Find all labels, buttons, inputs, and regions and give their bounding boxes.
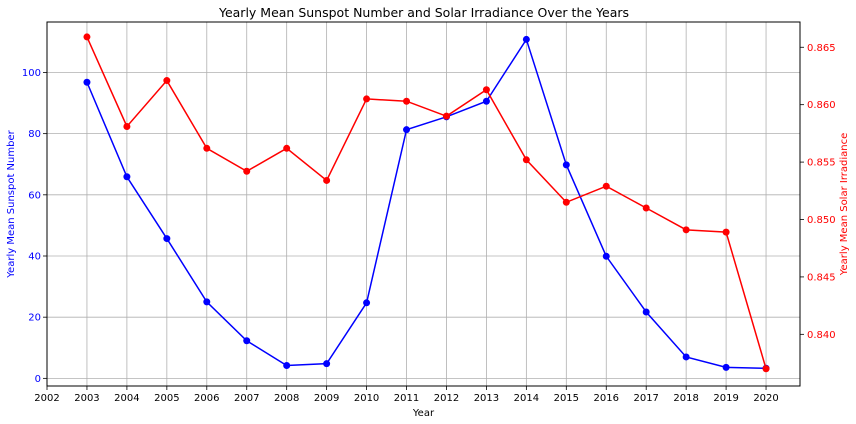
data-point-left — [203, 298, 211, 306]
data-point-right — [283, 144, 291, 152]
x-tick-label: 2018 — [673, 393, 698, 404]
data-point-right — [163, 77, 171, 85]
left-tick-label: 60 — [28, 190, 41, 201]
x-axis-label: Year — [412, 408, 435, 419]
left-tick-label: 20 — [28, 313, 41, 324]
right-axis-ticks: 0.840 0.845 0.850 0.855 0.860 0.865 — [800, 43, 836, 341]
right-tick-label: 0.845 — [807, 272, 836, 283]
x-tick-label: 2004 — [114, 393, 139, 404]
x-tick-label: 2019 — [713, 393, 738, 404]
x-tick-label: 2015 — [554, 393, 579, 404]
x-axis-ticks: 2002 2003 2004 2005 2006 2007 2008 2009 2010 2011… — [34, 386, 779, 404]
data-point-right — [562, 198, 570, 206]
grid-lines — [46, 22, 800, 386]
data-point-left — [123, 173, 131, 181]
x-tick-label: 2014 — [514, 393, 539, 404]
right-tick-label: 0.850 — [807, 215, 836, 226]
x-tick-label: 2017 — [633, 393, 658, 404]
data-point-right — [482, 86, 490, 94]
data-point-right — [602, 182, 610, 190]
series-layer — [83, 33, 770, 373]
data-point-right — [323, 176, 331, 184]
x-tick-label: 2013 — [474, 393, 499, 404]
chart-title: Yearly Mean Sunspot Number and Solar Irr… — [218, 5, 629, 20]
x-tick-label: 2016 — [594, 393, 619, 404]
left-tick-label: 80 — [28, 129, 41, 140]
right-tick-label: 0.855 — [807, 158, 836, 169]
x-tick-label: 2005 — [154, 393, 179, 404]
x-tick-label: 2003 — [74, 393, 99, 404]
x-tick-label: 2020 — [753, 393, 778, 404]
x-tick-label: 2009 — [314, 393, 339, 404]
data-point-right — [762, 365, 770, 373]
data-point-right — [203, 144, 211, 152]
data-point-left — [602, 252, 610, 260]
x-tick-label: 2002 — [34, 393, 59, 404]
left-axis-ticks: 0 20 40 60 80 100 — [22, 68, 47, 385]
data-point-left — [722, 363, 730, 371]
data-point-left — [482, 97, 490, 105]
data-point-right — [682, 226, 690, 234]
data-point-left — [323, 360, 331, 368]
right-tick-label: 0.865 — [807, 43, 836, 54]
data-point-right — [722, 228, 730, 236]
data-point-left — [562, 161, 570, 169]
left-tick-label: 0 — [35, 374, 41, 385]
right-tick-label: 0.840 — [807, 330, 836, 341]
data-point-right — [363, 95, 371, 103]
x-tick-label: 2008 — [274, 393, 299, 404]
data-point-right — [243, 167, 251, 175]
x-tick-label: 2012 — [434, 393, 459, 404]
series-line-left — [86, 37, 767, 370]
data-point-right — [522, 156, 530, 164]
data-point-right — [403, 97, 411, 105]
data-point-left — [363, 299, 371, 307]
data-point-left — [283, 362, 291, 370]
x-tick-label: 2011 — [394, 393, 419, 404]
left-axis-label: Yearly Mean Sunspot Number — [6, 129, 17, 278]
right-tick-label: 0.860 — [807, 100, 836, 111]
data-point-left — [522, 35, 530, 43]
data-point-right — [83, 33, 91, 41]
data-point-left — [403, 126, 411, 134]
data-point-right — [442, 112, 450, 120]
x-tick-label: 2006 — [194, 393, 219, 404]
data-point-left — [642, 308, 650, 316]
data-point-left — [682, 353, 690, 361]
data-point-left — [83, 78, 91, 86]
series-line-right — [86, 36, 767, 369]
x-tick-label: 2007 — [234, 393, 259, 404]
data-point-left — [243, 337, 251, 345]
right-axis-label: Yearly Mean Solar Irradiance — [839, 133, 850, 277]
data-point-left — [163, 235, 171, 243]
left-tick-label: 40 — [28, 252, 41, 263]
x-tick-label: 2010 — [354, 393, 379, 404]
plot-frame — [46, 21, 801, 387]
data-point-right — [642, 204, 650, 212]
left-tick-label: 100 — [22, 68, 41, 79]
data-point-right — [123, 122, 131, 130]
